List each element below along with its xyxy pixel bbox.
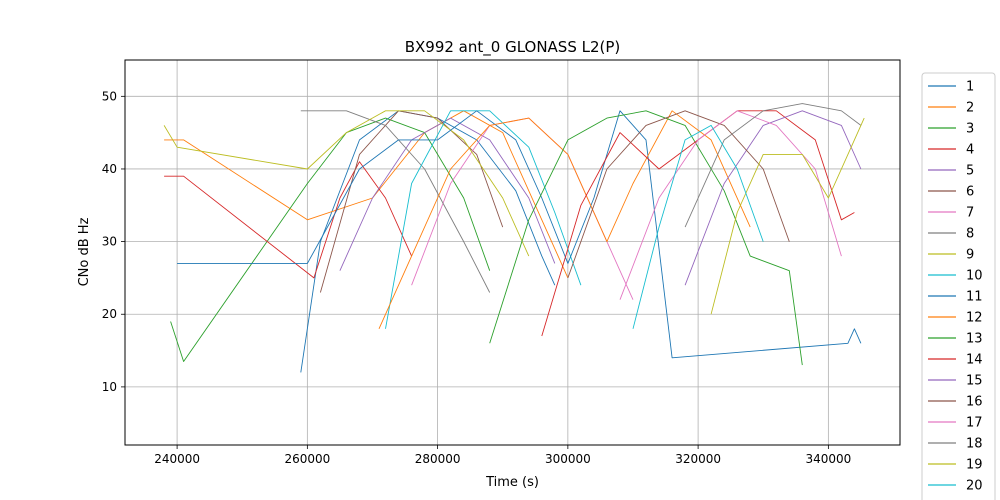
series-line-12 xyxy=(378,110,751,329)
legend-label: 18 xyxy=(966,437,983,452)
series-line-18 xyxy=(684,103,862,228)
series-line-9 xyxy=(163,110,530,257)
y-tick-label: 50 xyxy=(102,89,117,103)
legend-label: 5 xyxy=(966,164,974,179)
series-line-4 xyxy=(164,161,413,279)
legend-label: 14 xyxy=(966,353,983,368)
x-tick-label: 340000 xyxy=(805,452,851,466)
legend-label: 16 xyxy=(966,395,983,410)
legend-label: 6 xyxy=(966,185,974,200)
x-tick-label: 260000 xyxy=(284,452,330,466)
series-line-16 xyxy=(567,110,790,279)
x-axis-ticks: 240000 260000 280000 300000 320000 340000 xyxy=(154,445,851,466)
series-line-20 xyxy=(632,124,764,329)
legend-label: 17 xyxy=(966,416,983,431)
legend-label: 13 xyxy=(966,332,983,347)
series-line-5 xyxy=(339,117,556,271)
y-tick-label: 30 xyxy=(102,235,117,249)
x-tick-label: 240000 xyxy=(154,452,200,466)
x-axis-label: Time (s) xyxy=(485,475,539,490)
legend-label: 9 xyxy=(966,248,974,263)
series-line-3 xyxy=(170,117,491,362)
y-tick-label: 10 xyxy=(102,380,117,394)
legend-label: 12 xyxy=(966,311,983,326)
legend-label: 10 xyxy=(966,269,983,284)
x-tick-label: 300000 xyxy=(545,452,591,466)
y-axis-ticks: 10 20 30 40 50 xyxy=(102,89,125,394)
series-group xyxy=(163,103,865,373)
series-line-8 xyxy=(300,110,491,293)
x-tick-label: 320000 xyxy=(675,452,721,466)
y-tick-label: 40 xyxy=(102,162,117,176)
series-line-17 xyxy=(619,110,842,300)
series-line-19 xyxy=(710,117,865,315)
series-line-11 xyxy=(177,110,862,359)
legend-label: 3 xyxy=(966,122,974,137)
legend-label: 11 xyxy=(966,290,983,305)
legend-label: 15 xyxy=(966,374,983,389)
legend-box xyxy=(921,72,996,500)
legend-label: 19 xyxy=(966,458,983,473)
legend-label: 8 xyxy=(966,227,974,242)
series-line-10 xyxy=(385,110,582,329)
chart-title: BX992 ant_0 GLONASS L2(P) xyxy=(405,38,621,57)
legend-label: 7 xyxy=(966,206,974,221)
legend-label: 2 xyxy=(966,101,974,116)
legend-label: 20 xyxy=(966,479,983,494)
x-tick-label: 280000 xyxy=(415,452,461,466)
y-tick-label: 20 xyxy=(102,307,117,321)
series-line-15 xyxy=(684,110,862,286)
y-axis-label: CNo dB Hz xyxy=(77,217,92,286)
legend-label: 1 xyxy=(966,80,974,95)
legend-label: 4 xyxy=(966,143,974,158)
plot-frame xyxy=(124,59,901,446)
